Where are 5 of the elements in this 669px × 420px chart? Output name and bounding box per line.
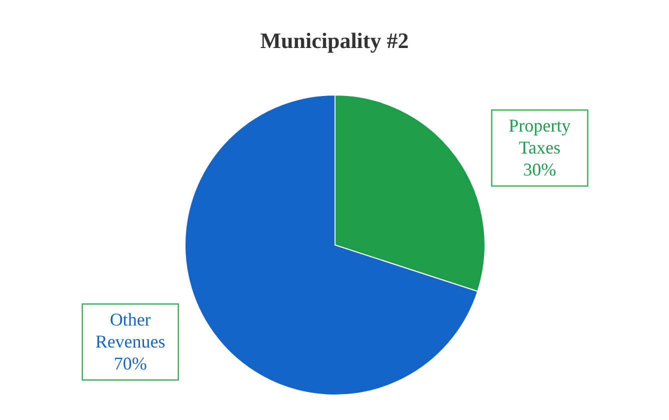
slice-label: Other Revenues [95,309,166,352]
data-label: 70% [114,353,147,374]
data-label: 30% [523,160,556,180]
slice-label: Property Taxes [508,116,571,158]
chart-title: Municipality #2 [260,28,409,53]
